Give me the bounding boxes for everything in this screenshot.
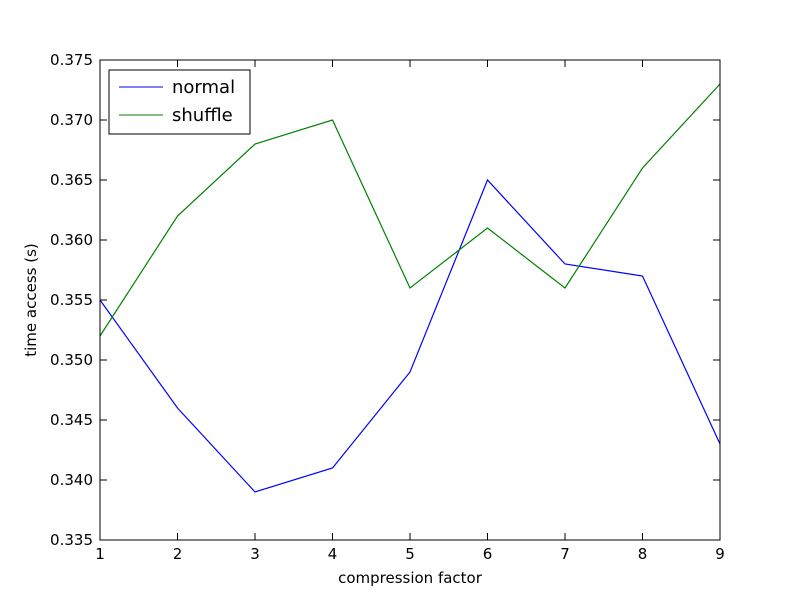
x-tick-label: 7 — [560, 545, 570, 563]
x-tick-label: 2 — [173, 545, 183, 563]
series-line-normal — [99, 178, 721, 493]
series-line-shuffle — [99, 83, 721, 337]
y-tick-label: 0.370 — [50, 111, 93, 129]
legend-label-normal: normal — [172, 77, 235, 98]
x-tick-label: 5 — [405, 545, 415, 563]
y-tick-label: 0.355 — [50, 291, 93, 309]
legend-label-shuffle: shuffle — [172, 105, 233, 126]
y-tick-label: 0.335 — [50, 531, 93, 549]
y-tick-label: 0.360 — [50, 231, 93, 249]
x-axis-title: compression factor — [338, 569, 483, 587]
plot-area — [100, 60, 720, 540]
ticks-layer: 1 2 3 4 5 6 7 8 9 0.335 0.340 0.345 0.350 0.355 0.360 0… — [50, 51, 725, 563]
y-tick-label: 0.345 — [50, 411, 93, 429]
y-tick-label: 0.340 — [50, 471, 93, 489]
series-layer — [99, 83, 721, 493]
x-tick-label: 1 — [95, 545, 105, 563]
legend: normal shuffle — [108, 69, 251, 135]
x-tick-label: 3 — [250, 545, 260, 563]
y-axis-title: time access (s) — [22, 243, 40, 357]
y-tick-label: 0.375 — [50, 51, 93, 69]
y-tick-label: 0.365 — [50, 171, 93, 189]
legend-box — [108, 69, 251, 135]
y-tick-label: 0.350 — [50, 351, 93, 369]
x-tick-label: 8 — [638, 545, 648, 563]
x-tick-label: 6 — [483, 545, 493, 563]
x-tick-label: 9 — [715, 545, 725, 563]
x-tick-label: 4 — [328, 545, 338, 563]
